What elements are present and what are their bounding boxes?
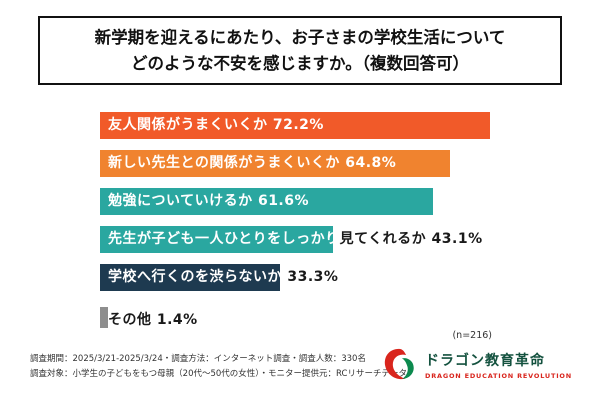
bar-label-outside: 33.3% — [282, 269, 339, 285]
bar-label: 勉強についていけるか 61.6% — [108, 188, 309, 215]
bar — [100, 112, 490, 139]
bar-label-inside: 新しい先生との関係がうまくいくか 64.8% — [108, 155, 397, 171]
bar-row: 学校へ行くのを渋らないか 33.3% — [100, 264, 570, 291]
dragon-logo-text: ドラゴン教育革命 DRAGON EDUCATION REVOLUTION — [425, 350, 572, 380]
bar-row: その他 1.4% — [100, 307, 570, 334]
dragon-logo-icon — [380, 346, 418, 384]
bar — [100, 307, 108, 328]
chart-title-line1: 新学期を迎えるにあたり、お子さまの学校生活について — [94, 28, 506, 47]
bar-row: 勉強についていけるか 61.6% — [100, 188, 570, 215]
bar-label: 新しい先生との関係がうまくいくか 64.8% — [108, 150, 396, 177]
bar — [100, 188, 433, 215]
bar-row: 友人関係がうまくいくか 72.2% — [100, 112, 570, 139]
bar — [100, 264, 280, 291]
bar-label: 学校へ行くのを渋らないか 33.3% — [108, 264, 338, 291]
bar-chart: 友人関係がうまくいくか 72.2% 新しい先生との関係がうまくいくか 64.8% 勉… — [100, 112, 570, 345]
bar-label-inside: 勉強についていけるか 61.6% — [108, 193, 310, 209]
bar-label-outside: その他 1.4% — [108, 312, 198, 328]
chart-title: 新学期を迎えるにあたり、お子さまの学校生活について どのような不安を感じますか。… — [38, 16, 562, 86]
bar-label: 友人関係がうまくいくか 72.2% — [108, 112, 324, 139]
bar-label-inside: 学校へ行くのを渋らないか — [108, 269, 282, 285]
bar-label: 先生が子ども一人ひとりをしっかり見てくれるか 43.1% — [108, 226, 483, 253]
bar — [100, 150, 450, 177]
bar-row: 先生が子ども一人ひとりをしっかり見てくれるか 43.1% — [100, 226, 570, 253]
chart-title-line2: どのような不安を感じますか。（複数回答可） — [131, 53, 469, 73]
bar-label-inside: 先生が子ども一人ひとりをしっかり — [108, 231, 340, 247]
logo-jp-name: ドラゴン教育革命 — [425, 353, 546, 369]
bar-row: 新しい先生との関係がうまくいくか 64.8% — [100, 150, 570, 177]
bar-label: その他 1.4% — [108, 307, 198, 334]
survey-note-line2: 調査対象：小学生の子どもをもつ母親（20代〜50代の女性）・モニター提供元：RC… — [30, 369, 407, 380]
dragon-logo: ドラゴン教育革命 DRAGON EDUCATION REVOLUTION — [380, 346, 572, 384]
survey-note-line1: 調査期間：2025/3/21-2025/3/24・調査方法：インターネット調査・… — [30, 354, 366, 364]
bar-label-outside: 見てくれるか 43.1% — [339, 231, 483, 247]
logo-en-name: DRAGON EDUCATION REVOLUTION — [425, 372, 572, 380]
survey-notes: 調査期間：2025/3/21-2025/3/24・調査方法：インターネット調査・… — [30, 352, 407, 383]
bar-label-inside: 友人関係がうまくいくか 72.2% — [108, 117, 324, 133]
sample-size-note: (n=216) — [452, 330, 492, 341]
bar — [100, 226, 333, 253]
